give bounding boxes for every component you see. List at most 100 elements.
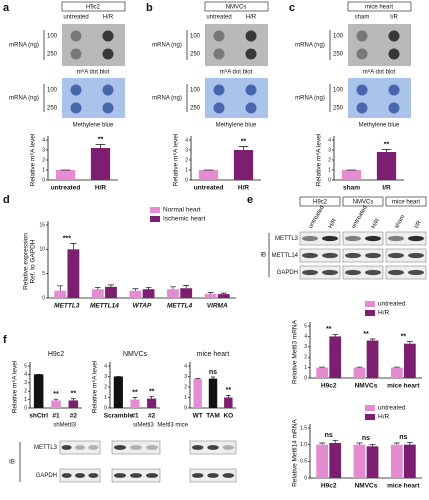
chart-title: mice heart xyxy=(197,351,230,358)
dot xyxy=(102,102,114,114)
y-axis-label: Relative m⁶A level xyxy=(92,360,99,413)
dot xyxy=(245,84,257,96)
error-bar xyxy=(210,376,216,379)
bar xyxy=(105,286,117,298)
blot-strip xyxy=(385,231,427,246)
error-bar xyxy=(207,292,214,295)
error-bar xyxy=(183,284,190,289)
error-bar xyxy=(226,395,231,398)
x-tick-label: METTL14 xyxy=(90,303,119,310)
band xyxy=(61,473,72,478)
significance-label: ** xyxy=(241,138,247,145)
bar xyxy=(366,340,379,378)
dot xyxy=(356,102,368,114)
bar xyxy=(390,444,403,478)
band xyxy=(88,445,99,450)
legend-swatch xyxy=(150,216,160,222)
error-bar xyxy=(94,286,101,290)
band xyxy=(222,445,235,450)
y-tick-label: 3 xyxy=(24,380,27,386)
bar xyxy=(90,148,111,180)
bar xyxy=(403,343,416,378)
error-bar xyxy=(108,284,114,287)
bar xyxy=(167,289,179,298)
group-label: NMVCs xyxy=(353,200,374,206)
blot-header: H9c2 xyxy=(86,5,101,11)
amount-label: mRNA (ng) xyxy=(152,96,182,102)
y-axis-label: Relative m⁶A level xyxy=(316,133,323,186)
y-tick-label: 1.5 xyxy=(300,425,307,431)
bar xyxy=(180,288,193,298)
error-bar xyxy=(406,341,413,344)
blot-strip xyxy=(59,440,101,455)
y-tick-label: 1 xyxy=(304,365,307,371)
error-bar xyxy=(57,285,64,291)
panel-letter: c xyxy=(289,2,295,14)
y-axis-label: Relative m⁶A level xyxy=(12,360,19,413)
legend-label: H/R xyxy=(378,310,390,317)
y-tick-label: 2 xyxy=(185,157,188,163)
error-bar xyxy=(149,396,154,399)
bar xyxy=(68,400,79,408)
bar xyxy=(54,290,67,298)
band xyxy=(345,235,361,242)
bar xyxy=(341,170,362,180)
stain-blot xyxy=(62,78,125,118)
x-tick-label: WT xyxy=(193,413,203,420)
significance-label: ** xyxy=(53,391,59,398)
bar xyxy=(204,294,217,298)
x-tick-label: WTAP xyxy=(133,303,152,310)
lane-label: H/R xyxy=(371,217,382,230)
header-box xyxy=(347,1,412,12)
legend-swatch xyxy=(365,405,375,411)
bar xyxy=(208,378,218,408)
panel-letter: f xyxy=(3,334,7,346)
y-tick-label: 1 xyxy=(42,167,45,173)
y-tick-label: 1 xyxy=(184,395,187,401)
amount: 100 xyxy=(47,34,58,40)
amount-label: mRNA (ng) xyxy=(295,96,325,102)
significance-label: ** xyxy=(132,389,138,396)
band xyxy=(75,473,85,478)
band xyxy=(130,445,142,450)
panel-letter: e xyxy=(247,194,253,206)
significance-label: *** xyxy=(63,235,71,242)
y-tick-label: 1 xyxy=(104,395,107,401)
bar xyxy=(316,444,329,478)
error-bar xyxy=(238,146,249,150)
significance-label: ns xyxy=(362,435,370,442)
y-tick-label: 0 xyxy=(328,177,331,183)
stain-blot xyxy=(348,78,411,118)
y-tick-label: 5 xyxy=(24,363,27,369)
dot xyxy=(213,84,225,96)
bar xyxy=(67,249,80,298)
significance-label: ** xyxy=(401,333,407,340)
bar xyxy=(353,444,366,478)
legend-swatch xyxy=(365,310,375,316)
band xyxy=(61,445,72,450)
amount: 100 xyxy=(190,88,201,94)
y-tick-label: 10 xyxy=(39,247,45,253)
x-tick-label: sham xyxy=(343,185,360,192)
dot xyxy=(102,48,114,60)
method-label: IB xyxy=(260,253,266,259)
x-tick-label: I/R xyxy=(382,185,391,192)
panel-letter: b xyxy=(146,2,153,14)
y-tick-label: 4 xyxy=(304,334,307,340)
bar xyxy=(130,399,140,408)
y-tick-label: 15 xyxy=(39,222,45,228)
amount-label: mRNA (ng) xyxy=(295,43,325,49)
amount: 250 xyxy=(190,106,201,112)
x-tick-label: METTL3 xyxy=(54,303,80,310)
lane-label: I/R xyxy=(390,15,398,21)
legend-label: H/R xyxy=(378,414,390,421)
bar xyxy=(51,400,61,408)
y-tick-label: 2 xyxy=(328,157,331,163)
dot xyxy=(356,48,368,60)
error-bar xyxy=(70,243,77,250)
group-label: mice heart xyxy=(392,200,420,206)
error-bar xyxy=(53,398,59,401)
header-box xyxy=(342,196,384,207)
error-bar xyxy=(70,398,76,401)
blot-strip xyxy=(385,248,427,263)
